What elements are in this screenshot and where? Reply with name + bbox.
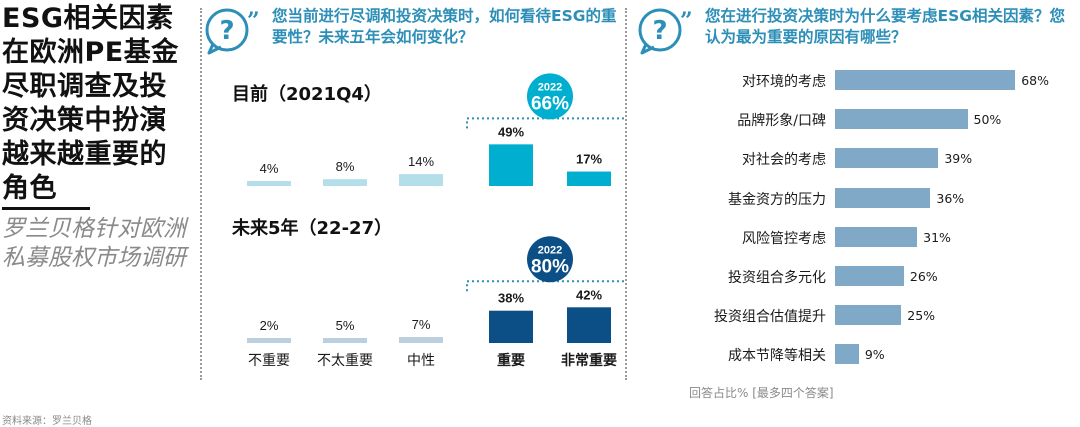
svg-text:?: ? xyxy=(652,16,667,46)
main-title: ESG相关因素在欧洲PE基金尽职调查及投资决策中扮演越来越重要的角色 xyxy=(2,3,179,204)
current-bar-1 xyxy=(323,179,367,186)
current-bubble-value: 66% xyxy=(531,93,569,114)
current-bar-2 xyxy=(399,174,443,186)
reason-label-0: 对环境的考虑 xyxy=(742,74,826,90)
current-bubble-year: 2022 xyxy=(538,81,562,93)
current-bar-3 xyxy=(489,144,533,186)
middle-question: 您当前进行尽调和投资决策时，如何看待ESG的重要性？未来五年会如何变化？ xyxy=(272,7,617,46)
reason-value-7: 9% xyxy=(864,347,885,363)
answer-note: 回答占比% [最多四个答案] xyxy=(689,386,834,400)
svg-text:”: ” xyxy=(680,8,693,34)
reason-value-5: 26% xyxy=(909,269,938,284)
reason-bar-6 xyxy=(835,305,902,326)
current-bar-label-1: 8% xyxy=(336,159,355,174)
reason-value-6: 25% xyxy=(907,308,936,324)
current-bar-label-2: 14% xyxy=(408,154,434,169)
quote-mark-icon: ” xyxy=(247,8,260,34)
current-total-bubble xyxy=(527,73,573,120)
future-bar-label-0: 2% xyxy=(260,318,279,333)
reason-value-3: 36% xyxy=(936,190,965,206)
category-label-4: 非常重要 xyxy=(561,352,617,369)
future-heading: 未来5年（22-27） xyxy=(232,218,393,239)
reason-label-3: 基金资方的压力 xyxy=(728,191,826,208)
current-bar-label-4: 17% xyxy=(576,152,602,167)
future-bar-label-4: 42% xyxy=(576,287,602,302)
current-bar-0 xyxy=(247,181,291,186)
reason-label-2: 对社会的考虑 xyxy=(742,152,826,169)
svg-text:”: ” xyxy=(247,8,260,34)
reason-bar-2 xyxy=(835,148,939,169)
reason-label-5: 投资组合多元化 xyxy=(728,270,826,286)
future-bar-label-1: 5% xyxy=(336,318,355,333)
quote-mark-icon: ” xyxy=(680,8,693,34)
future-bar-1 xyxy=(323,338,367,343)
right-question: 您在进行投资决策时为什么要考虑ESG相关因素？您认为最为重要的原因有哪些？ xyxy=(705,7,1065,46)
current-bar-label-0: 4% xyxy=(260,161,279,176)
category-label-3: 重要 xyxy=(497,352,525,369)
reason-value-2: 39% xyxy=(944,151,973,167)
reason-label-6: 投资组合估值提升 xyxy=(714,309,826,326)
category-label-0: 不重要 xyxy=(248,353,290,369)
subtitle: 罗兰贝格针对欧洲私募股权市场调研 xyxy=(2,216,186,271)
future-total-bubble xyxy=(527,236,573,283)
future-bar-4 xyxy=(567,307,611,343)
category-label-2: 中性 xyxy=(407,353,435,369)
reason-value-1: 50% xyxy=(973,112,1002,128)
future-bar-label-3: 38% xyxy=(498,291,524,306)
future-bar-2 xyxy=(399,337,443,343)
future-bar-0 xyxy=(247,338,291,343)
source-note: 资料来源：罗兰贝格 xyxy=(2,416,92,427)
title-underline xyxy=(2,207,90,210)
reason-label-1: 品牌形象/口碑 xyxy=(737,113,826,130)
future-highlight-bracket xyxy=(466,280,625,292)
reason-bar-3 xyxy=(835,187,931,208)
column-divider-left xyxy=(200,8,202,380)
reason-bar-4 xyxy=(835,226,918,247)
reason-bar-1 xyxy=(835,109,968,130)
reason-bar-5 xyxy=(835,266,904,286)
current-heading: 目前（2021Q4） xyxy=(232,84,382,105)
future-bar-label-2: 7% xyxy=(412,317,431,332)
reason-bar-0 xyxy=(835,70,1016,90)
question-bubble-icon: ? ” xyxy=(638,8,693,55)
reason-label-4: 风险管控考虑 xyxy=(742,230,826,247)
reason-label-7: 成本节降等相关 xyxy=(728,348,826,365)
current-bar-label-3: 49% xyxy=(498,124,524,139)
reason-value-0: 68% xyxy=(1021,73,1049,88)
column-divider-right xyxy=(625,8,627,380)
category-label-1: 不太重要 xyxy=(317,353,373,369)
question-bubble-icon: ? ” xyxy=(205,8,260,55)
future-bubble-year: 2022 xyxy=(538,244,562,256)
future-bar-3 xyxy=(489,310,533,343)
reason-value-4: 31% xyxy=(923,229,951,245)
reason-bar-7 xyxy=(835,344,859,365)
current-highlight-bracket xyxy=(466,117,625,129)
current-bar-4 xyxy=(567,171,611,186)
svg-text:?: ? xyxy=(219,16,234,46)
future-bubble-value: 80% xyxy=(531,256,569,277)
